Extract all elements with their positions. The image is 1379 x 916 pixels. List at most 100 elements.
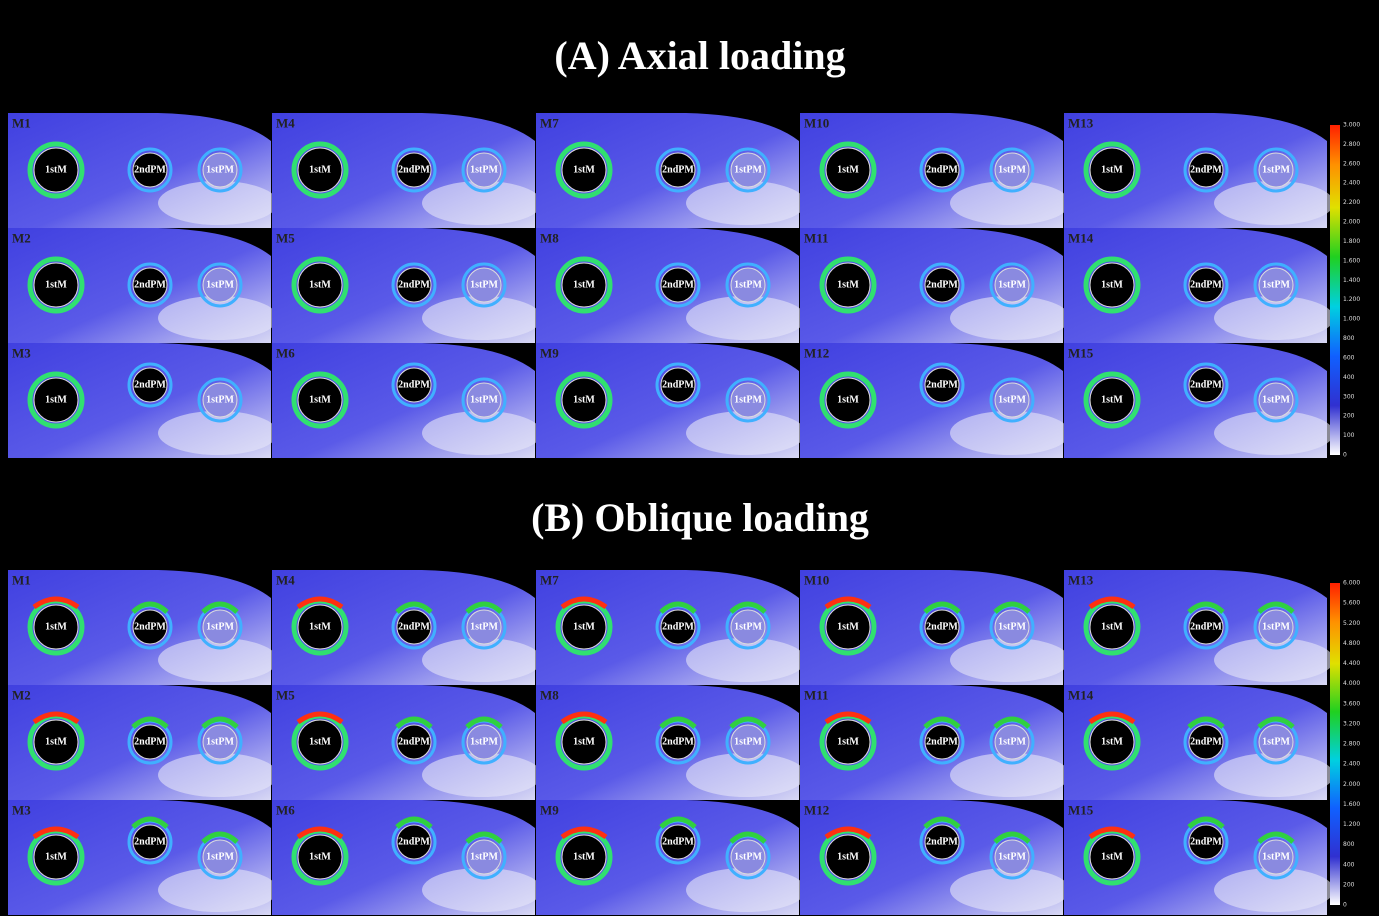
implant-label: 1stPM: [998, 394, 1026, 405]
implant-label: 1stM: [1101, 736, 1123, 747]
scale-label: 600: [1343, 354, 1355, 361]
panel-label: M14: [1068, 231, 1094, 246]
implant-label: 1stPM: [206, 279, 234, 290]
scale-label: 2.800: [1343, 741, 1360, 748]
bone-highlight: [686, 296, 806, 340]
implant-label: 1stM: [837, 621, 859, 632]
implant-label: 1stPM: [1262, 736, 1290, 747]
implant-label: 1stPM: [734, 279, 762, 290]
stress-panel: 1stM2ndPM1stPMM8: [536, 228, 806, 343]
implant-label: 1stM: [573, 851, 595, 862]
implant-label: 1stM: [837, 394, 859, 405]
implant-label: 2ndPM: [398, 621, 430, 632]
implant-label: 1stM: [45, 851, 67, 862]
stress-panel: 1stM2ndPM1stPMM14: [1064, 228, 1334, 343]
panel-label: M3: [12, 803, 31, 818]
implant-label: 2ndPM: [926, 621, 958, 632]
implant-label: 1stM: [45, 279, 67, 290]
implant-label: 2ndPM: [134, 164, 166, 175]
implant-label: 2ndPM: [1190, 379, 1222, 390]
implant-label: 1stM: [573, 736, 595, 747]
stress-panel: 1stM2ndPM1stPMM1: [8, 113, 278, 228]
panel-label: M2: [12, 688, 31, 703]
implant-label: 2ndPM: [398, 379, 430, 390]
bone-highlight: [1214, 411, 1334, 455]
implant-label: 2ndPM: [926, 164, 958, 175]
scale-label: 2.400: [1343, 180, 1360, 187]
scale-label: 800: [1343, 335, 1355, 342]
implant-label: 2ndPM: [662, 164, 694, 175]
implant-label: 2ndPM: [1190, 736, 1222, 747]
bone-highlight: [686, 753, 806, 797]
scale-label: 200: [1343, 413, 1355, 420]
panel-label: M13: [1068, 116, 1094, 131]
implant-label: 1stPM: [206, 621, 234, 632]
implant-label: 1stM: [45, 736, 67, 747]
stress-panel: 1stM2ndPM1stPMM11: [800, 685, 1070, 800]
bone-highlight: [158, 296, 278, 340]
implant-label: 1stM: [309, 621, 331, 632]
bone-highlight: [422, 753, 542, 797]
scale-label: 4.000: [1343, 680, 1360, 687]
implant-label: 1stM: [1101, 394, 1123, 405]
implant-label: 1stM: [45, 621, 67, 632]
implant-label: 2ndPM: [926, 836, 958, 847]
scale-label: 3.200: [1343, 720, 1360, 727]
implant-label: 1stPM: [734, 851, 762, 862]
scale-label: 2.200: [1343, 199, 1360, 206]
implant-label: 2ndPM: [926, 279, 958, 290]
section-title: (B) Oblique loading: [531, 495, 869, 540]
panel-label: M9: [540, 346, 559, 361]
scale-label: 2.400: [1343, 761, 1360, 768]
panel-label: M3: [12, 346, 31, 361]
bone-highlight: [422, 411, 542, 455]
panel-label: M8: [540, 231, 559, 246]
scale-label: 4.400: [1343, 660, 1360, 667]
panel-label: M5: [276, 231, 295, 246]
panel-label: M1: [12, 116, 31, 131]
stress-panel: 1stM2ndPM1stPMM5: [272, 685, 542, 800]
stress-panel: 1stM2ndPM1stPMM8: [536, 685, 806, 800]
panel-label: M12: [804, 803, 829, 818]
scale-label: 300: [1343, 393, 1355, 400]
implant-label: 1stM: [573, 279, 595, 290]
implant-label: 2ndPM: [1190, 621, 1222, 632]
scale-label: 1.200: [1343, 296, 1360, 303]
scale-label: 5.600: [1343, 600, 1360, 607]
panel-label: M1: [12, 573, 31, 588]
bone-highlight: [950, 868, 1070, 912]
implant-label: 1stM: [837, 279, 859, 290]
implant-label: 1stPM: [1262, 279, 1290, 290]
implant-label: 1stPM: [1262, 394, 1290, 405]
stress-panel: 1stM2ndPM1stPMM9: [536, 343, 806, 458]
implant-label: 2ndPM: [134, 836, 166, 847]
figure: (A) Axial loading1stM2ndPM1stPMM11stM2nd…: [0, 0, 1379, 916]
bone-highlight: [422, 181, 542, 225]
scale-label: 2.800: [1343, 141, 1360, 148]
implant-label: 1stPM: [470, 394, 498, 405]
panel-label: M11: [804, 231, 829, 246]
panel-label: M10: [804, 573, 829, 588]
scale-label: 3.000: [1343, 122, 1360, 129]
implant-label: 2ndPM: [662, 379, 694, 390]
panel-label: M15: [1068, 803, 1094, 818]
implant-label: 2ndPM: [926, 736, 958, 747]
implant-label: 1stPM: [1262, 164, 1290, 175]
color-bar: [1330, 125, 1340, 455]
bone-highlight: [158, 753, 278, 797]
bone-highlight: [1214, 868, 1334, 912]
implant-label: 1stM: [309, 736, 331, 747]
bone-highlight: [686, 181, 806, 225]
stress-panel: 1stM2ndPM1stPMM15: [1064, 800, 1334, 915]
panel-label: M7: [540, 573, 559, 588]
bone-highlight: [686, 411, 806, 455]
stress-panel: 1stM2ndPM1stPMM12: [800, 800, 1070, 915]
implant-label: 1stPM: [470, 736, 498, 747]
implant-label: 1stPM: [998, 736, 1026, 747]
implant-label: 1stM: [837, 851, 859, 862]
stress-panel: 1stM2ndPM1stPMM15: [1064, 343, 1334, 458]
bone-highlight: [1214, 753, 1334, 797]
